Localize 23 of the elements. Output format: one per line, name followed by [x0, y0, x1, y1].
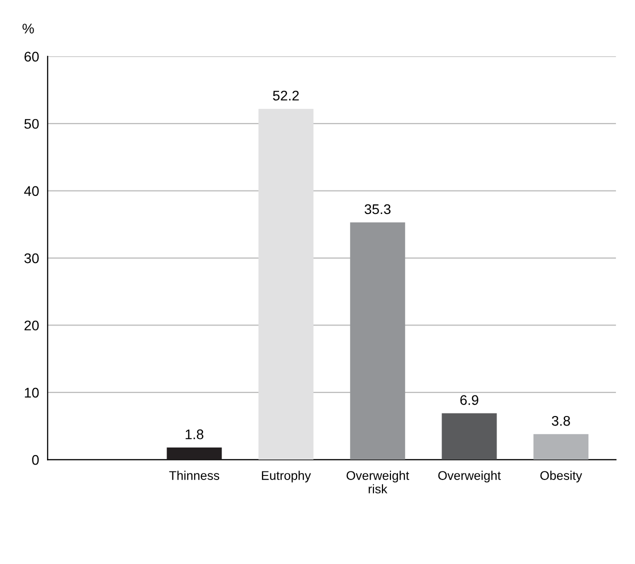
y-tick-label: 10: [24, 388, 39, 398]
y-tick-label: 60: [24, 52, 39, 62]
bar: [350, 222, 406, 460]
bar: [258, 108, 314, 460]
y-tick-label: 30: [24, 253, 39, 264]
y-axis-title: %: [22, 24, 34, 34]
y-tick-label: 20: [24, 320, 39, 330]
bar: [442, 413, 497, 460]
y-tick-label: 0: [32, 454, 39, 465]
y-tick-label: 50: [24, 118, 39, 129]
x-tick-label: Obesity: [540, 470, 582, 482]
x-tick-label: Eutrophy: [262, 470, 311, 482]
bar: [166, 448, 222, 460]
data-label: 35.3: [364, 204, 391, 214]
data-label: 1.8: [186, 429, 204, 440]
data-label: 6.9: [460, 395, 478, 405]
x-tick-label: Thinness: [169, 470, 220, 480]
x-tick-label: Overweight: [438, 470, 501, 482]
data-label: 3.8: [552, 416, 570, 426]
data-label: 52.2: [272, 90, 299, 101]
bar: [533, 434, 588, 460]
y-tick-label: 40: [24, 186, 39, 196]
x-tick-label: Overweight risk: [346, 470, 410, 494]
